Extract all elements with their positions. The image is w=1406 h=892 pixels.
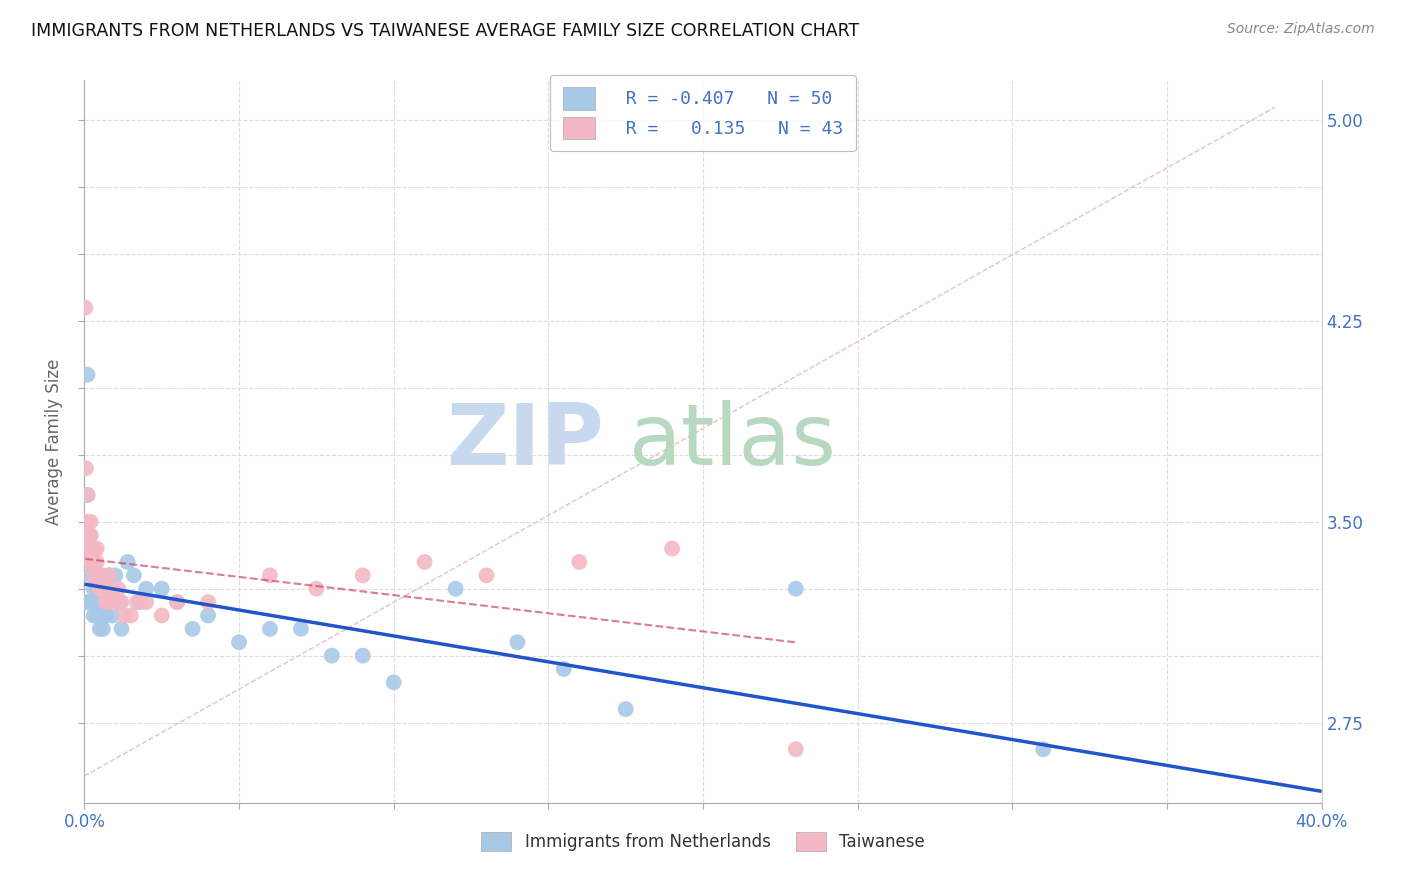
Point (76, 368, 98, 382)
Point (98, 595, 121, 609)
Point (75, 461, 97, 475)
Point (75, 301, 97, 315)
Point (107, 595, 129, 609)
Point (94, 595, 117, 609)
Point (166, 595, 188, 609)
Point (79, 555, 101, 569)
Point (76, 541, 98, 556)
Point (94, 582, 117, 596)
Point (1032, 742, 1054, 756)
Point (89, 608, 111, 623)
Point (101, 582, 124, 596)
Point (104, 568, 127, 582)
Point (79, 528, 101, 542)
Point (135, 582, 157, 596)
Point (89, 622, 111, 636)
Point (83, 568, 105, 582)
Point (98, 595, 121, 609)
Text: Source: ZipAtlas.com: Source: ZipAtlas.com (1227, 22, 1375, 37)
Point (475, 568, 498, 582)
Point (83, 568, 105, 582)
Point (98, 568, 121, 582)
Point (91, 582, 114, 596)
Point (91, 608, 114, 623)
Point (79, 515, 101, 529)
Point (79, 528, 101, 542)
Point (91, 595, 114, 609)
Point (614, 702, 637, 716)
Point (94, 608, 117, 623)
Legend: Immigrants from Netherlands, Taiwanese: Immigrants from Netherlands, Taiwanese (472, 824, 934, 860)
Point (75, 595, 97, 609)
Point (150, 582, 173, 596)
Text: ZIP: ZIP (446, 400, 605, 483)
Point (86, 582, 108, 596)
Point (86, 608, 108, 623)
Point (506, 635, 529, 649)
Point (444, 582, 467, 596)
Text: IMMIGRANTS FROM NETHERLANDS VS TAIWANESE AVERAGE FAMILY SIZE CORRELATION CHART: IMMIGRANTS FROM NETHERLANDS VS TAIWANESE… (31, 22, 859, 40)
Y-axis label: Average Family Size: Average Family Size (45, 359, 63, 524)
Point (101, 608, 124, 623)
Point (197, 595, 219, 609)
Point (83, 595, 105, 609)
Point (135, 595, 157, 609)
Point (129, 595, 152, 609)
Point (785, 582, 807, 596)
Text: atlas: atlas (628, 400, 837, 483)
Point (114, 608, 136, 623)
Point (86, 541, 108, 556)
Point (259, 622, 281, 636)
Point (382, 675, 405, 690)
Point (83, 541, 105, 556)
Point (352, 648, 374, 663)
Point (553, 662, 575, 676)
Point (352, 568, 374, 582)
Point (104, 595, 127, 609)
Point (101, 595, 124, 609)
Point (89, 595, 111, 609)
Point (120, 608, 142, 623)
Point (94, 582, 117, 596)
Point (79, 541, 101, 556)
Point (181, 622, 204, 636)
Point (98, 568, 121, 582)
Point (1264, 809, 1286, 823)
Point (79, 595, 101, 609)
Point (321, 648, 343, 663)
Point (83, 555, 105, 569)
Point (125, 595, 148, 609)
Point (122, 568, 145, 582)
Point (89, 568, 111, 582)
Point (305, 582, 328, 596)
Point (76, 488, 98, 502)
Point (259, 568, 281, 582)
Point (91, 622, 114, 636)
Point (166, 595, 188, 609)
Point (568, 555, 591, 569)
Point (413, 555, 436, 569)
Point (76, 541, 98, 556)
Point (661, 541, 683, 556)
Point (76, 528, 98, 542)
Point (110, 595, 132, 609)
Point (290, 622, 312, 636)
Point (79, 568, 101, 582)
Point (83, 582, 105, 596)
Point (150, 608, 173, 623)
Point (89, 582, 111, 596)
Point (228, 635, 250, 649)
Point (86, 595, 108, 609)
Point (79, 555, 101, 569)
Point (86, 555, 108, 569)
Point (76, 515, 98, 529)
Point (76, 488, 98, 502)
Point (785, 742, 807, 756)
Point (91, 568, 114, 582)
Point (110, 622, 132, 636)
Point (107, 582, 129, 596)
Point (117, 555, 139, 569)
Point (197, 608, 219, 623)
Point (83, 608, 105, 623)
